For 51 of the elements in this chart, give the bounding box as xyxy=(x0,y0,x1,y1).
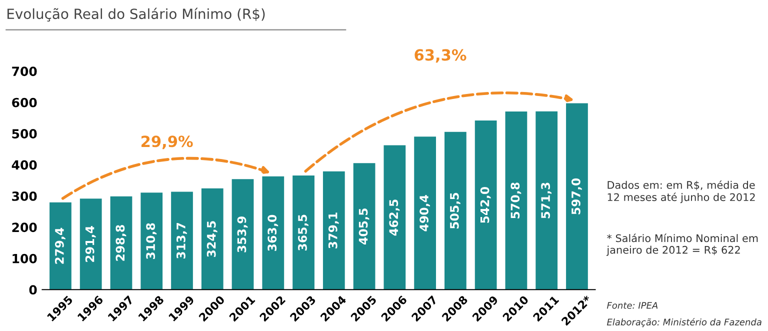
text: 63,3% xyxy=(414,49,466,63)
bar xyxy=(80,198,102,290)
data-label: 490,4 xyxy=(420,194,430,232)
data-label: 597,0 xyxy=(571,178,582,214)
bar xyxy=(292,176,314,290)
y-tick-label: 100 xyxy=(12,254,37,264)
bar xyxy=(110,196,132,290)
y-tick-label: 500 xyxy=(12,129,37,139)
text: Dados em: em R$, média de 12 meses até junho de 2012 xyxy=(608,180,755,204)
data-label: 298,8 xyxy=(116,225,126,261)
data-label: 405,5 xyxy=(358,208,370,244)
chart-title: Evolução Real do Salário Mínimo (R$) xyxy=(8,8,265,22)
data-label: 571,3 xyxy=(541,182,552,218)
bar xyxy=(262,176,284,290)
data-label: 313,7 xyxy=(176,222,187,259)
y-tick-label: 600 xyxy=(12,98,37,108)
data-label: 279,4 xyxy=(54,228,66,264)
bar xyxy=(353,163,376,290)
data-label: 363,0 xyxy=(268,214,278,251)
data-label: 291,4 xyxy=(85,226,96,262)
bar xyxy=(322,171,345,290)
bar xyxy=(474,120,497,290)
bar xyxy=(232,179,254,290)
bar xyxy=(171,192,193,290)
data-label: 353,9 xyxy=(237,216,248,252)
data-label: 310,8 xyxy=(146,223,157,260)
y-tick-label: 400 xyxy=(12,160,37,170)
bar xyxy=(414,136,436,290)
text: Elaboração: Ministério da Fazenda xyxy=(606,318,762,328)
y-tick-label: 300 xyxy=(12,191,37,201)
bar xyxy=(566,103,588,290)
annotation: 29,9% xyxy=(142,136,193,150)
y-tick-label: 200 xyxy=(12,222,37,232)
bar xyxy=(140,192,163,290)
source-note: Fonte: IPEA xyxy=(606,302,658,309)
data-label: 379,1 xyxy=(328,212,339,248)
data-label: 542,0 xyxy=(480,186,491,223)
text: * Salário Mínimo Nominal em janeiro de 2012 = R$ 622 xyxy=(606,234,758,256)
bar xyxy=(384,145,406,290)
bar xyxy=(444,132,466,290)
data-label: 570,8 xyxy=(510,182,522,218)
data-label: 505,5 xyxy=(450,192,460,229)
bar xyxy=(50,202,72,290)
bar xyxy=(201,188,224,290)
bar xyxy=(505,111,528,290)
y-tick-label: 0 xyxy=(29,285,37,295)
y-tick-label: 700 xyxy=(12,66,37,76)
data-label: 324,5 xyxy=(206,221,218,257)
data-label: 365,5 xyxy=(298,214,308,250)
data-label: 462,5 xyxy=(389,200,400,236)
bar xyxy=(536,111,558,290)
